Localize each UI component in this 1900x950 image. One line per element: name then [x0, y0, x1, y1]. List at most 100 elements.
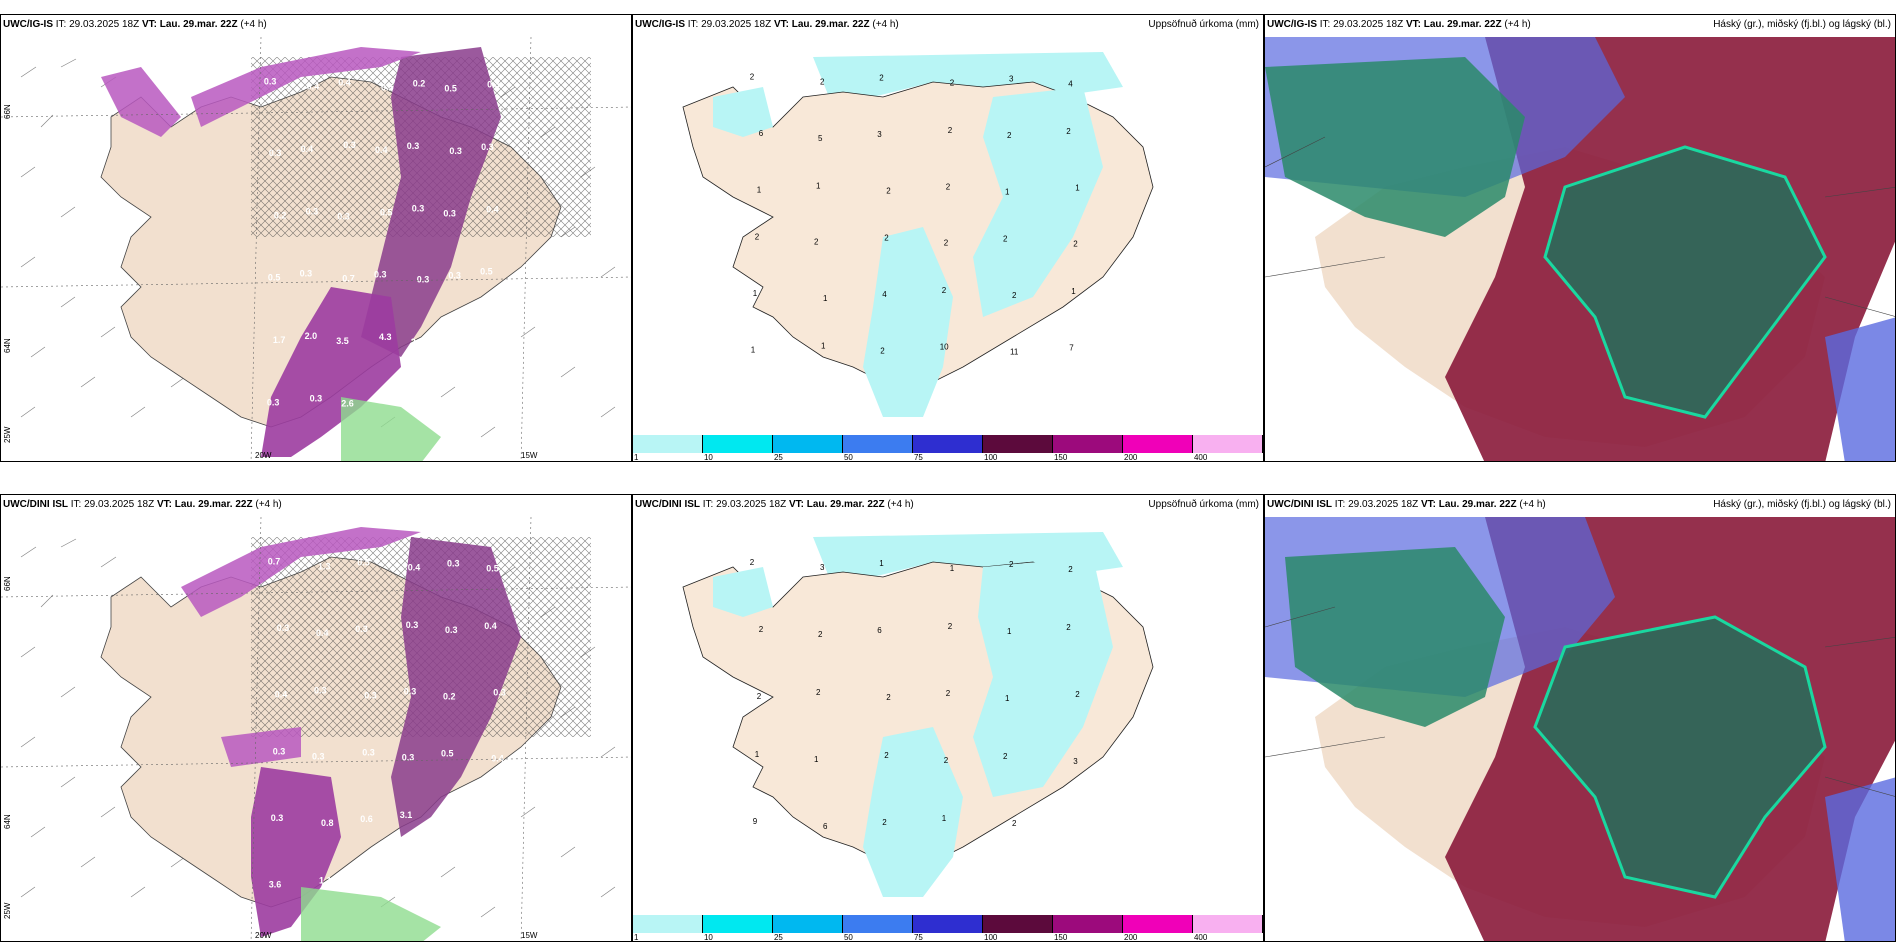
map-value-label: 0.5	[486, 564, 499, 574]
wind-map: 0.7 1.3 0.5 0.4 0.3 0.5 0.3 0.4 0.3 0.3 0.3 0.4 0.4 0…	[1, 517, 631, 941]
colorbar-tick-label: 10	[703, 453, 713, 462]
map-value-label: 0.4	[316, 628, 329, 638]
precip-title: Uppsöfnuð úrkoma (mm)	[1148, 19, 1259, 30]
map-value-label: 1	[816, 181, 821, 190]
map-value-label: 2	[944, 756, 949, 765]
map-value-label: 3	[877, 130, 882, 139]
map-value-label: 1	[757, 185, 762, 194]
map-value-label: 0.2	[413, 79, 426, 89]
lon-label-15: 15W	[521, 931, 538, 940]
panel-header: UWC/IG-IS IT: 29.03.2025 18Z VT: Lau. 29…	[1267, 19, 1531, 30]
map-value-label: 0.3	[448, 271, 461, 281]
colorbar-tick-label: 1	[634, 453, 639, 462]
map-value-label: 2.5	[411, 337, 424, 347]
map-value-label: 0.3	[364, 690, 377, 700]
map-value-label: 1	[942, 814, 947, 823]
vt-value: Lau. 29.mar. 22Z	[1423, 19, 1502, 30]
cloud-title: Háský (gr.), miðský (fj.bl.) og lágský (…	[1713, 19, 1891, 30]
model-name: UWC/IG-IS	[3, 19, 53, 30]
map-value-label: 0.5	[380, 207, 393, 217]
map-value-label: 0.3	[314, 685, 327, 695]
map-value-label: 0.3	[449, 146, 462, 156]
mid-cloud-green	[1265, 57, 1525, 237]
lon-label-20: 20W	[255, 931, 272, 940]
map-value-label: 1	[1005, 187, 1010, 196]
colorbar-tick-label: 50	[843, 933, 853, 942]
map-value-label: 2	[750, 558, 755, 567]
map-value-label: 0.3	[447, 559, 460, 569]
colorbar-swatch	[912, 915, 983, 933]
map-value-label: 0.4	[491, 754, 504, 764]
map-value-label: 0.4	[486, 204, 499, 214]
vt-label: VT:	[156, 499, 172, 510]
colorbar-tick-label: 400	[1193, 933, 1208, 942]
map-value-label: 2	[946, 182, 951, 191]
map-value-label: 3.5	[336, 336, 349, 346]
panel-precip-row2: UWC/DINI ISL IT: 29.03.2025 18Z VT: Lau.…	[632, 494, 1264, 942]
it-label: IT:	[687, 19, 699, 30]
map-value-label: 0.5	[444, 84, 457, 94]
it-value: 29.03.2025 18Z	[716, 499, 787, 510]
model-name: UWC/IG-IS	[1267, 19, 1317, 30]
map-value-label: 2	[814, 238, 819, 247]
cloud-map	[1265, 37, 1895, 461]
model-name: UWC/DINI ISL	[1267, 499, 1332, 510]
colorbar-swatch	[772, 915, 843, 933]
colorbar-tick-label: 25	[773, 453, 783, 462]
panel-header: UWC/DINI ISL IT: 29.03.2025 18Z VT: Lau.…	[635, 499, 914, 510]
map-value-label: 4	[882, 290, 887, 299]
lat-label-66: 66N	[3, 104, 12, 119]
map-value-label: 0.4	[307, 82, 320, 92]
map-value-label: 2	[946, 689, 951, 698]
model-name: UWC/IG-IS	[635, 19, 685, 30]
map-value-label: 0.3	[355, 624, 368, 634]
colorbar-swatch	[1123, 915, 1193, 933]
map-value-label: 0.3	[277, 623, 290, 633]
colorbar-swatch	[1053, 435, 1123, 453]
map-value-label: 0.8	[321, 818, 334, 828]
map-value-label: 2	[1003, 752, 1008, 761]
map-value-label: 0.3	[493, 687, 506, 697]
map-value-label: 0.5	[268, 273, 281, 283]
map-value-label: 5	[818, 134, 823, 143]
map-value-label: 3	[1009, 75, 1014, 84]
it-value: 29.03.2025 18Z	[69, 19, 140, 30]
map-value-label: 0.3	[273, 747, 286, 757]
map-value-label: 2	[950, 79, 955, 88]
map-value-label: 2	[1075, 690, 1080, 699]
map-value-label: 2.6	[442, 333, 455, 343]
colorbar-swatch	[912, 435, 983, 453]
map-value-label: 0.5	[358, 880, 371, 890]
map-value-label: 2	[757, 692, 762, 701]
map-value-label: 2	[1068, 565, 1073, 574]
colorbar-tick-label: 1	[634, 933, 639, 942]
map-value-label: 2	[944, 239, 949, 248]
it-label: IT:	[1319, 19, 1331, 30]
map-value-label: 3.1	[448, 881, 461, 891]
map-value-label: 2	[886, 693, 891, 702]
panel-wind-row2: UWC/DINI ISL IT: 29.03.2025 18Z VT: Lau.…	[0, 494, 632, 942]
map-value-label: 11	[1010, 347, 1019, 356]
map-value-label: 0.3	[337, 211, 350, 221]
map-value-label: 0.3	[343, 140, 356, 150]
map-value-label: 1	[1007, 627, 1012, 636]
map-value-label: 2	[1012, 291, 1017, 300]
lon-label-20: 20W	[255, 451, 272, 460]
colorbar-swatch	[983, 915, 1053, 933]
map-value-label: 2	[1003, 235, 1008, 244]
map-value-label: 2	[759, 625, 764, 634]
vt-value: Lau. 29.mar. 22Z	[791, 19, 870, 30]
map-value-label: 1	[1075, 183, 1080, 192]
map-value-label: 0.4	[375, 145, 388, 155]
map-value-label: 1	[1071, 287, 1076, 296]
precip-east	[973, 87, 1103, 317]
map-value-label: 0.4	[484, 621, 497, 631]
map-value-label: 6	[823, 822, 828, 831]
map-value-label: 0.3	[445, 625, 458, 635]
lon-label-25: 25W	[3, 902, 12, 919]
precip-nw	[101, 67, 181, 137]
it-value: 29.03.2025 18Z	[84, 499, 155, 510]
map-value-label: 2.2	[489, 811, 502, 821]
map-value-label: 0.3	[267, 397, 280, 407]
colorbar-tick-label: 200	[1124, 453, 1138, 462]
